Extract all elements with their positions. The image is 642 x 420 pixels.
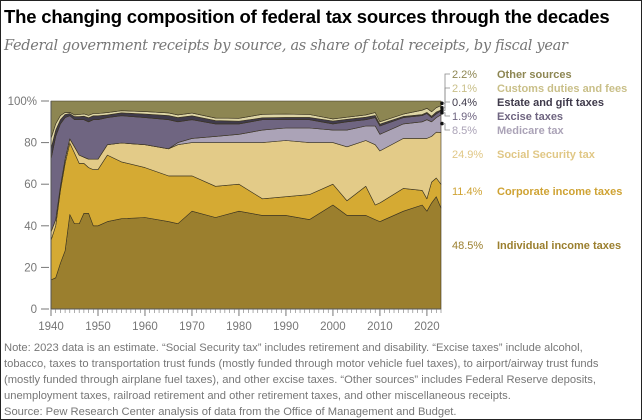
- chart-title: The changing composition of federal tax …: [4, 6, 610, 27]
- label-dot: [440, 105, 444, 110]
- label-dot: [440, 121, 444, 126]
- direct-labels: 2.2% Other sources 2.1% Customs duties and …: [440, 69, 627, 252]
- area-layers: [50, 100, 442, 310]
- stacked-area-chart: 0 20 40 60 80 100% 1940 1950 1960 1970 1980 1990 200…: [8, 69, 628, 333]
- label-name: Corporate income taxes: [497, 186, 622, 198]
- x-tick-label: 2020: [414, 321, 440, 333]
- direct-label: 2.2% Other sources: [440, 69, 572, 106]
- label-name: Medicare tax: [497, 125, 565, 137]
- area-other-sources: [50, 100, 442, 139]
- x-tick-label: 1990: [273, 321, 299, 333]
- direct-label: 48.5% Individual income taxes: [452, 240, 621, 252]
- direct-label: 8.5% Medicare tax: [440, 121, 565, 137]
- x-tick-label: 1980: [226, 321, 252, 333]
- label-value: 1.9%: [452, 111, 477, 123]
- x-tick-label: 1960: [132, 321, 158, 333]
- label-leader-line: [443, 87, 450, 109]
- direct-label: 1.9% Excise taxes: [440, 110, 563, 123]
- label-name: Other sources: [497, 69, 572, 81]
- direct-label: 24.9% Social Security tax: [452, 149, 596, 161]
- label-name: Social Security tax: [497, 149, 596, 161]
- x-tick-label: 1940: [38, 321, 64, 333]
- note-line: (mostly funded through airplane fuel tax…: [4, 374, 596, 386]
- label-leader-line: [443, 73, 450, 104]
- y-tick-label: 60: [24, 179, 37, 191]
- label-name: Estate and gift taxes: [497, 97, 604, 109]
- label-value: 48.5%: [452, 240, 483, 252]
- note-line: Note: 2023 data is an estimate. “Social …: [4, 342, 583, 354]
- x-tick-label: 2000: [320, 321, 346, 333]
- chart-subtitle: Federal government receipts by source, a…: [4, 38, 568, 54]
- x-tick-label: 1970: [179, 321, 205, 333]
- direct-label: 0.4% Estate and gift taxes: [440, 97, 604, 113]
- y-tick-label: 40: [24, 221, 37, 233]
- label-leader-line: [443, 112, 450, 117]
- y-tick-label: 100%: [8, 96, 37, 108]
- chart-notes: Note: 2023 data is an estimate. “Social …: [4, 340, 640, 420]
- label-value: 2.1%: [452, 83, 477, 95]
- x-tick-label: 2010: [367, 321, 393, 333]
- label-name: Customs duties and fees: [497, 83, 627, 95]
- y-tick-label: 80: [24, 138, 37, 150]
- label-value: 24.9%: [452, 149, 483, 161]
- label-dot: [440, 110, 444, 115]
- label-leader-line: [443, 123, 450, 131]
- note-line: tobacco, taxes to transportation trust f…: [4, 358, 599, 370]
- label-name: Individual income taxes: [497, 240, 621, 252]
- label-leader-line: [443, 101, 450, 111]
- label-value: 11.4%: [452, 186, 483, 198]
- direct-label: 11.4% Corporate income taxes: [452, 186, 622, 198]
- direct-label: 2.1% Customs duties and fees: [440, 83, 627, 110]
- x-tick-label: 1950: [85, 321, 111, 333]
- label-value: 2.2%: [452, 69, 477, 81]
- label-value: 8.5%: [452, 125, 477, 137]
- source-line: Source: Pew Research Center analysis of …: [4, 406, 457, 418]
- note-line: unemployment taxes, railroad retirement …: [4, 390, 511, 402]
- y-tick-label: 20: [24, 262, 37, 274]
- label-dot: [440, 101, 444, 106]
- y-tick-label: 0: [31, 304, 37, 316]
- axes: 0 20 40 60 80 100% 1940 1950 1960 1970 1980 1990 200…: [8, 96, 442, 333]
- label-name: Excise taxes: [497, 111, 563, 123]
- label-value: 0.4%: [452, 97, 477, 109]
